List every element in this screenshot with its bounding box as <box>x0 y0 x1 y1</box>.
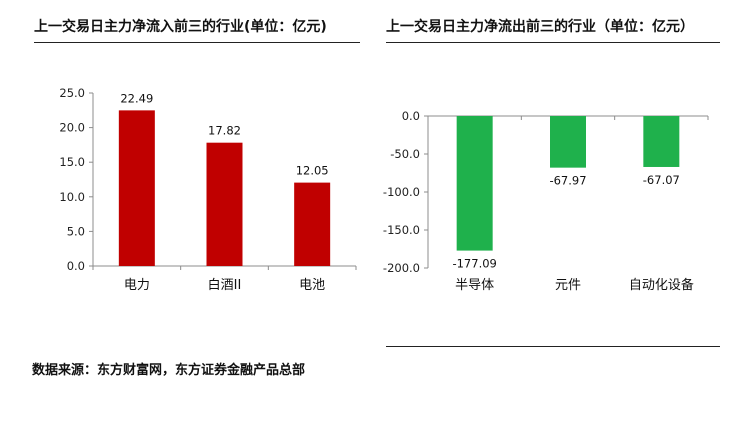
inflow-bar <box>294 182 331 266</box>
inflow-y-tick-label: 0.0 <box>67 259 85 273</box>
inflow-data-label: 12.05 <box>296 164 329 178</box>
outflow-data-label: -67.97 <box>549 174 586 188</box>
outflow-bar <box>550 116 586 168</box>
inflow-category-label: 电力 <box>124 278 150 293</box>
outflow-bar <box>643 116 680 167</box>
outflow-y-tick-label: 0.0 <box>402 109 420 123</box>
outflow-category-label: 自动化设备 <box>629 277 694 293</box>
outflow-bar <box>456 116 493 251</box>
outflow-category-label: 元件 <box>555 278 581 293</box>
source-note: 数据来源：东方财富网，东方证券金融产品总部 <box>32 363 306 378</box>
inflow-category-label: 白酒II <box>208 277 242 293</box>
outflow-y-tick-label: -100.0 <box>383 185 420 199</box>
left-chart-title: 上一交易日主力净流入前三的行业(单位：亿元) <box>34 19 327 35</box>
inflow-y-tick-label: 5.0 <box>67 224 85 238</box>
right-chart-title: 上一交易日主力净流出前三的行业（单位：亿元） <box>386 19 694 35</box>
inflow-bar <box>206 142 243 266</box>
inflow-bar <box>118 110 155 266</box>
outflow-y-tick-label: -150.0 <box>383 223 420 237</box>
inflow-category-label: 电池 <box>299 278 325 293</box>
outflow-data-label: -67.07 <box>643 173 680 187</box>
right-title-underline <box>386 42 720 43</box>
left-title-underline <box>34 42 360 43</box>
inflow-y-tick-label: 25.0 <box>59 86 85 100</box>
outflow-data-label: -177.09 <box>452 257 496 271</box>
inflow-data-label: 17.82 <box>208 124 241 138</box>
inflow-y-tick-label: 20.0 <box>59 121 85 135</box>
outflow-y-tick-label: -200.0 <box>383 261 420 275</box>
outflow-y-tick-label: -50.0 <box>390 147 420 161</box>
inflow-y-tick-label: 15.0 <box>59 155 85 169</box>
right-bottom-divider <box>386 346 720 347</box>
inflow-y-tick-label: 10.0 <box>59 190 85 204</box>
inflow-data-label: 22.49 <box>120 91 153 105</box>
outflow-category-label: 半导体 <box>455 278 494 293</box>
